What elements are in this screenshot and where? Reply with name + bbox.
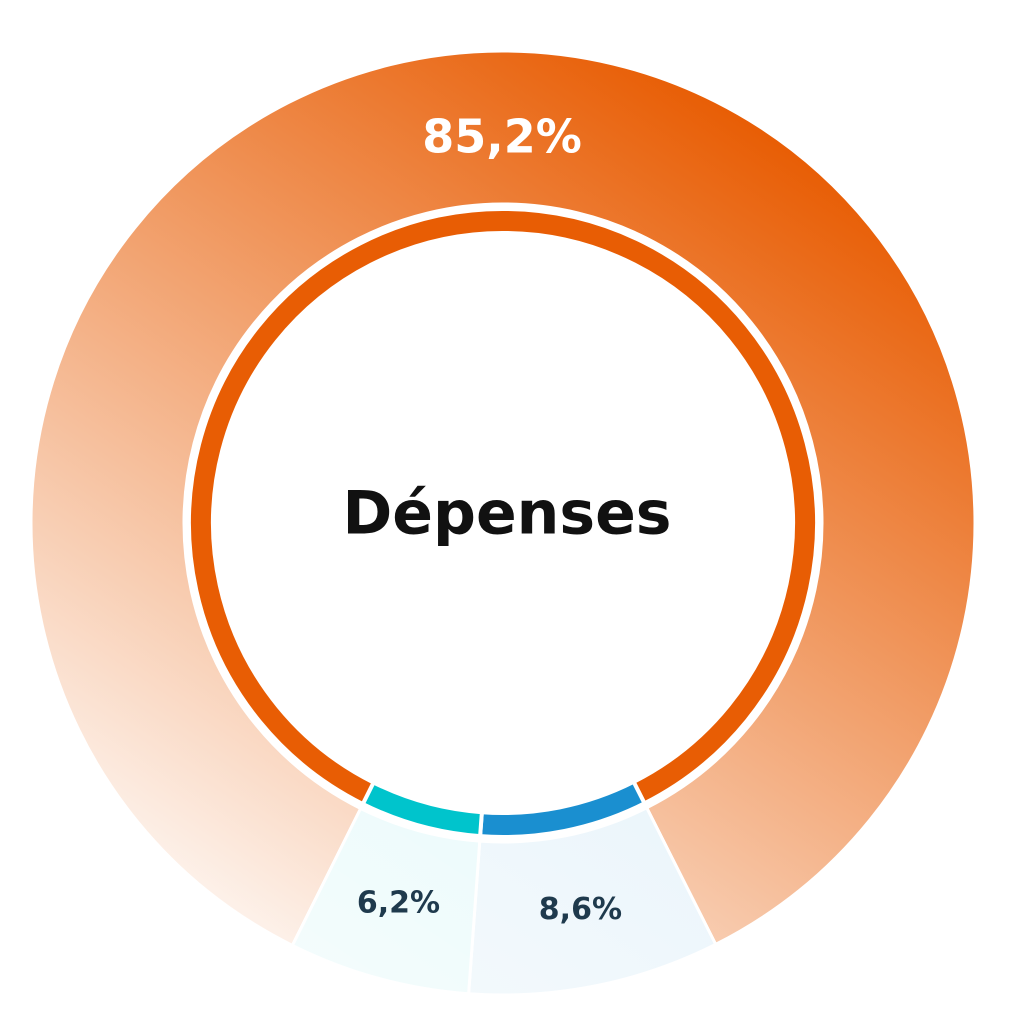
value-label: 85,2%: [422, 110, 582, 164]
value-label: 6,2%: [357, 885, 440, 920]
inner-segment: [360, 779, 485, 839]
outer-segment: [290, 806, 482, 996]
outer-segment: [29, 49, 977, 948]
center-label: Dépenses: [343, 479, 672, 549]
value-label: 8,6%: [539, 892, 622, 927]
